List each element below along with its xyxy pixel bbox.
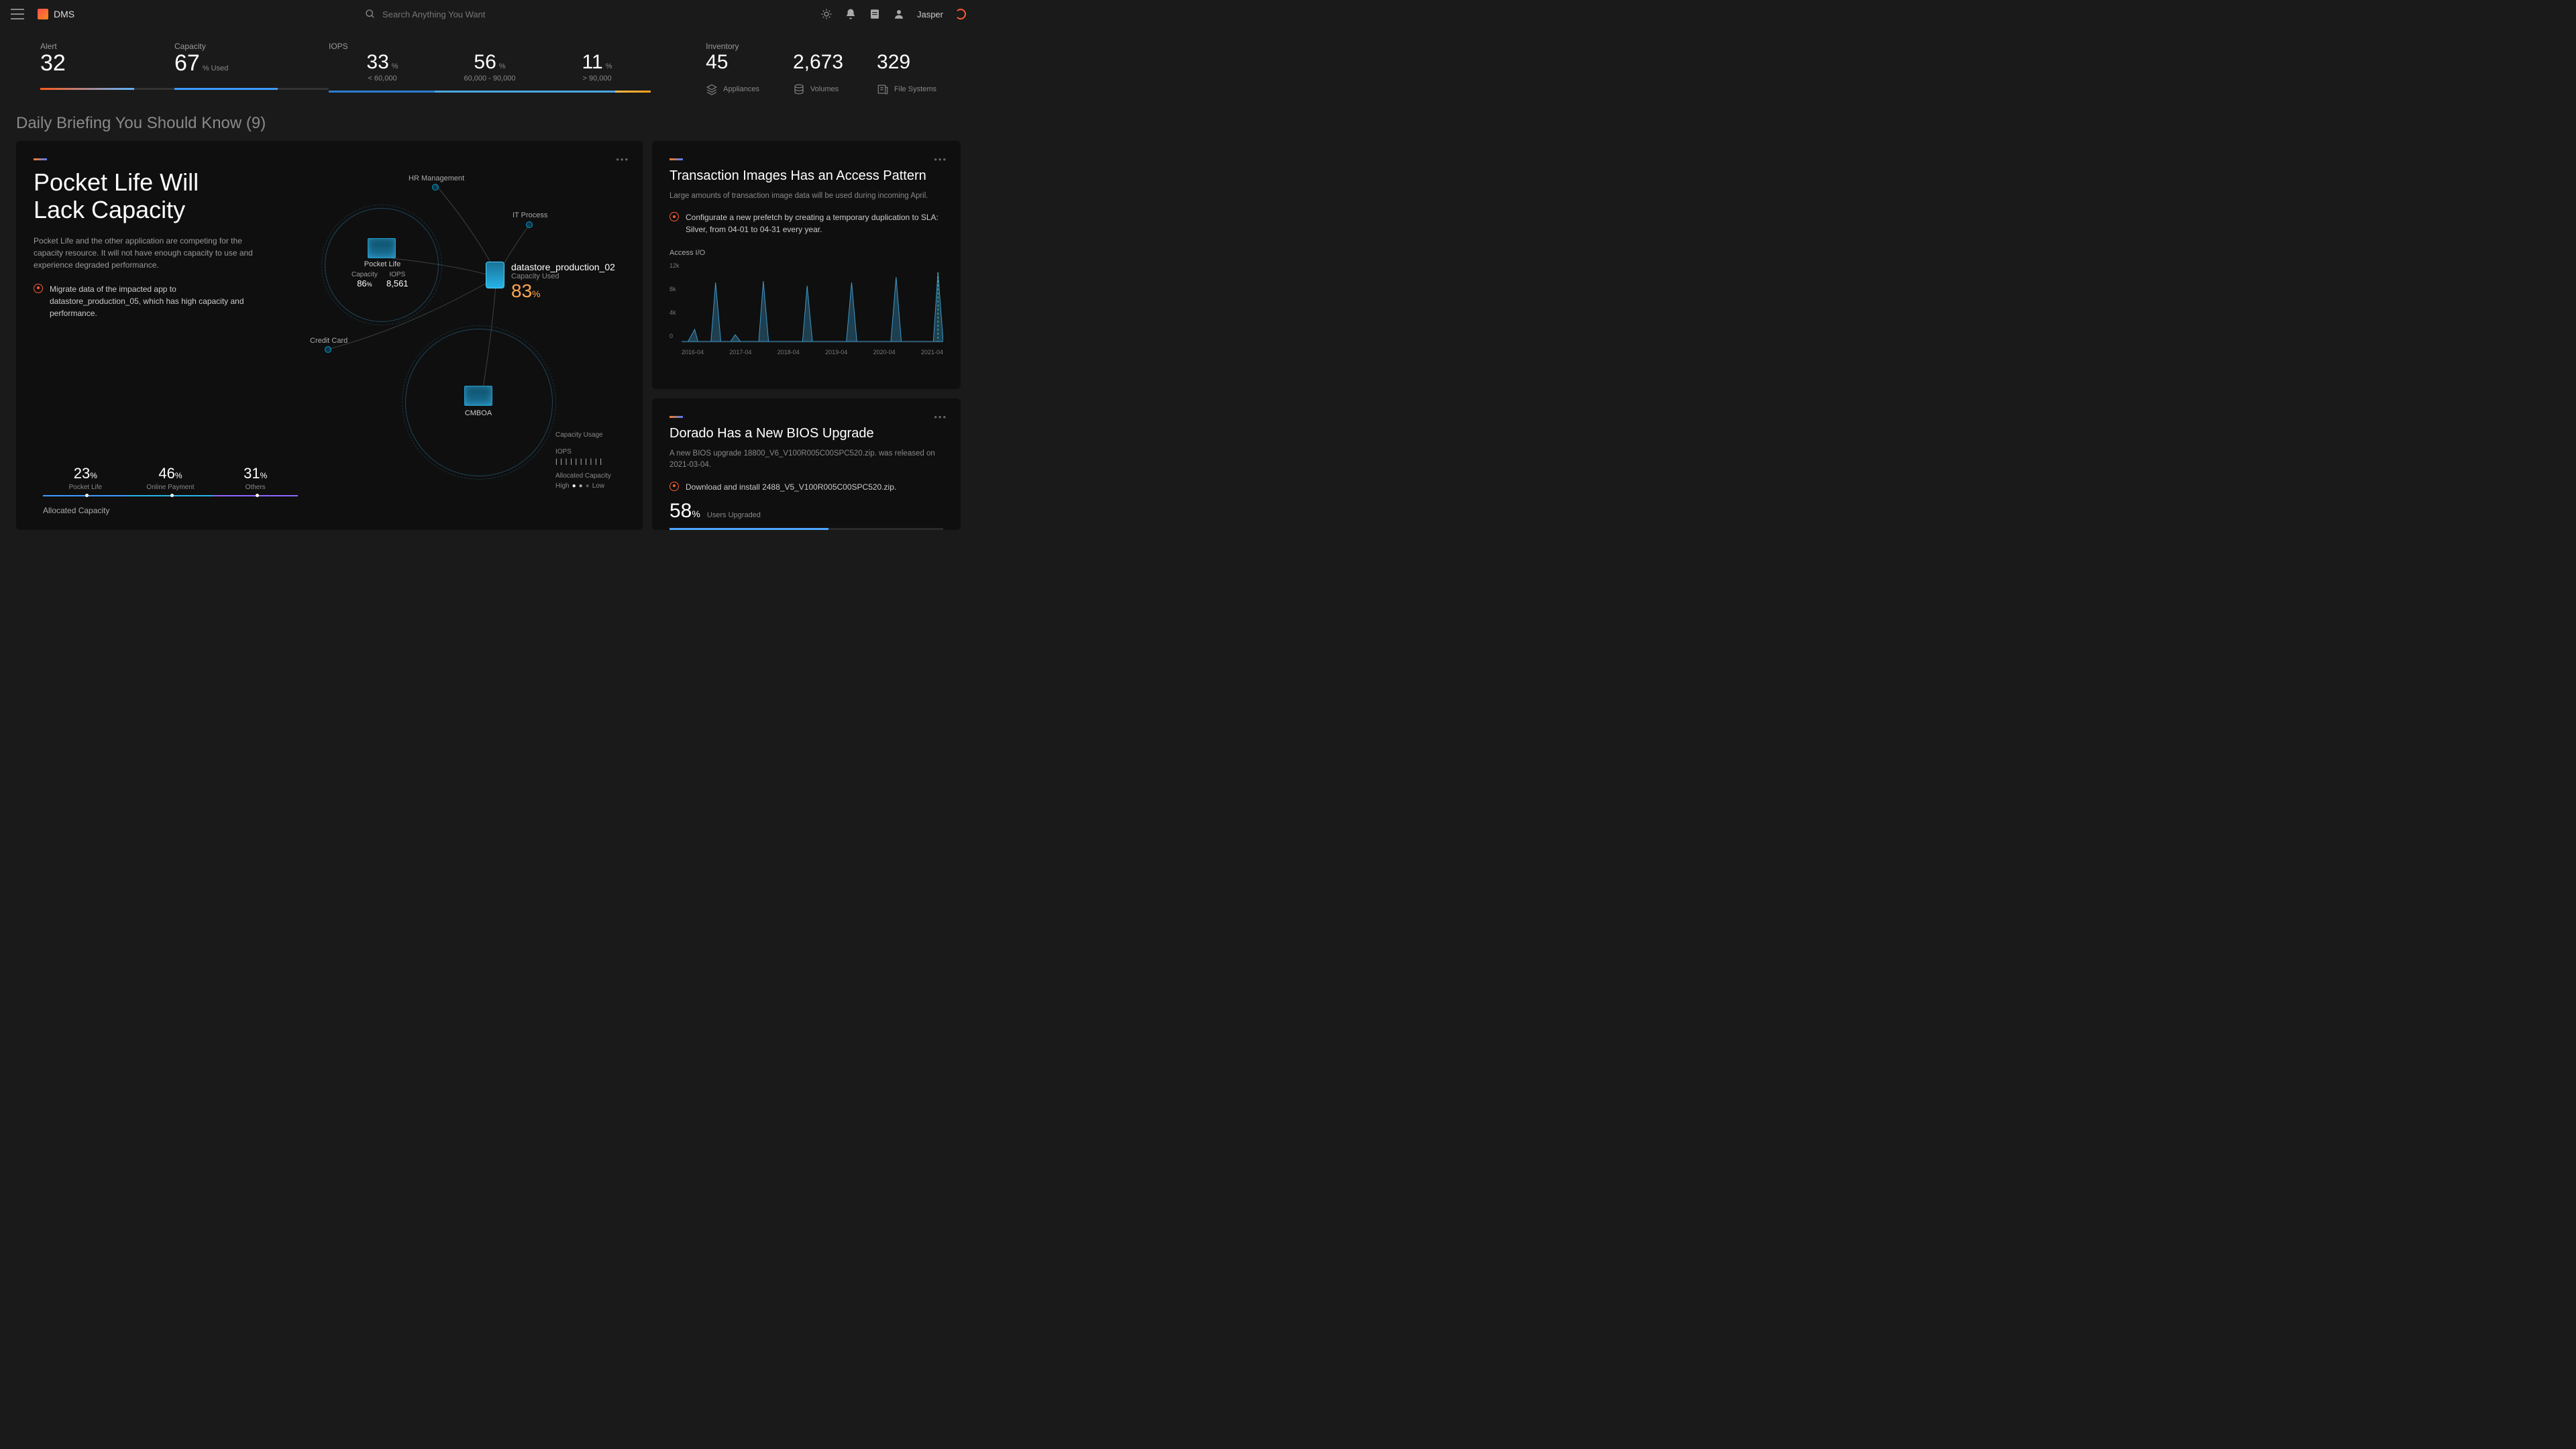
cmboa-storage-icon	[464, 386, 492, 406]
app-title: DMS	[54, 9, 74, 19]
alloc-title: Allocated Capacity	[43, 506, 109, 515]
kpi-capacity-bar	[174, 88, 329, 90]
inv-appliances[interactable]: Inventory 45 Appliances	[706, 42, 759, 95]
accent-bar	[669, 158, 683, 160]
card-menu-icon[interactable]: •••	[934, 412, 947, 422]
progress-bar	[669, 528, 943, 530]
recommend-icon	[34, 284, 43, 293]
inv-filesystems[interactable]: 329 File Systems	[877, 42, 936, 95]
inv-volumes[interactable]: 2,673 Volumes	[793, 42, 843, 95]
side2-desc: A new BIOS upgrade 18800_V6_V100R005C00S…	[669, 448, 943, 472]
refresh-icon[interactable]	[955, 9, 966, 19]
kpi-inventory: Inventory 45 Appliances 2,673 Volumes 32…	[706, 42, 936, 95]
accent-bar	[669, 416, 683, 418]
main-desc: Pocket Life and the other application ar…	[34, 235, 255, 271]
kpi-alert-bar	[40, 88, 174, 90]
logo-icon	[38, 9, 48, 19]
user-name[interactable]: Jasper	[917, 9, 943, 19]
node-pocket-name: Pocket Life	[362, 260, 402, 268]
node-cmboa-name: CMBOA	[464, 409, 492, 417]
kpi-capacity-suffix: % Used	[203, 64, 229, 72]
node-it-dot[interactable]	[526, 221, 533, 228]
volumes-icon	[793, 83, 805, 95]
kpi-capacity[interactable]: Capacity 67% Used	[174, 42, 329, 95]
chart-x-axis: 2016-04 2017-04 2018-04 2019-04 2020-04 …	[682, 349, 943, 356]
bell-icon[interactable]	[845, 8, 857, 20]
pocket-storage-icon	[368, 238, 396, 258]
access-chart: 12k 8k 4k 0 2016-04 2017-04 2018-04 2019…	[682, 262, 943, 363]
node-credit-dot[interactable]	[325, 346, 331, 353]
kpi-alert-label: Alert	[40, 42, 174, 51]
kpi-capacity-value: 67	[174, 50, 200, 76]
iops-col-2: 11% > 90,000	[543, 51, 651, 83]
alloc-1[interactable]: 46% Online Payment	[128, 465, 213, 496]
card-main: ••• Pocket Life Will Lack Capacity Pocke…	[16, 141, 643, 530]
search-wrap	[74, 9, 820, 19]
node-hr-label: HR Management	[409, 174, 464, 182]
section-title: Daily Briefing You Should Know (9)	[0, 102, 977, 141]
side1-desc: Large amounts of transaction image data …	[669, 191, 943, 202]
main-left: Pocket Life Will Lack Capacity Pocket Li…	[34, 158, 255, 319]
main-recommend: Migrate data of the impacted app to data…	[34, 283, 255, 319]
recommend-icon	[669, 212, 679, 221]
appliances-icon	[706, 83, 718, 95]
kpi-iops[interactable]: IOPS 33% < 60,000 56% 60,000 - 90,000 11…	[329, 42, 651, 95]
header-actions: Jasper	[820, 8, 966, 20]
menu-icon[interactable]	[11, 9, 24, 19]
side-column: ••• Transaction Images Has an Access Pat…	[652, 141, 961, 530]
header: DMS Jasper	[0, 0, 977, 28]
cards-row: ••• Pocket Life Will Lack Capacity Pocke…	[0, 141, 977, 530]
theme-icon[interactable]	[820, 8, 833, 20]
legend: Capacity Usage IOPS | | | | | | | | | | …	[555, 431, 623, 490]
search-input[interactable]	[382, 9, 530, 19]
card-menu-icon[interactable]: •••	[934, 154, 947, 164]
iops-col-0: 33% < 60,000	[329, 51, 436, 83]
progress-row: 58% Users Upgraded	[669, 500, 943, 523]
alloc-0[interactable]: 23% Pocket Life	[43, 465, 128, 496]
iops-col-1: 56% 60,000 - 90,000	[436, 51, 543, 83]
recommend-icon	[669, 482, 679, 491]
main-title: Pocket Life Will Lack Capacity	[34, 168, 255, 224]
network-diagram: HR Management IT Process Credit Card Poc…	[284, 154, 640, 449]
kpi-alert-value: 32	[40, 51, 174, 76]
accent-bar	[34, 158, 47, 160]
alloc-row: 23% Pocket Life 46% Online Payment 31% O…	[43, 465, 298, 496]
note-icon[interactable]	[869, 8, 881, 20]
search-icon	[365, 9, 376, 19]
iops-columns: 33% < 60,000 56% 60,000 - 90,000 11% > 9…	[329, 51, 651, 83]
side2-recommend: Download and install 2488_V5_V100R005C00…	[669, 481, 943, 493]
alloc-2[interactable]: 31% Others	[213, 465, 298, 496]
side2-title: Dorado Has a New BIOS Upgrade	[669, 426, 943, 441]
side1-recommend: Configurate a new prefetch by creating a…	[669, 211, 943, 235]
chart-svg	[682, 262, 943, 343]
filesystems-icon	[877, 83, 889, 95]
card-access-pattern: ••• Transaction Images Has an Access Pat…	[652, 141, 961, 389]
datastore-icon[interactable]	[486, 262, 504, 288]
kpi-iops-label: IOPS	[329, 42, 651, 51]
card-bios-upgrade: ••• Dorado Has a New BIOS Upgrade A new …	[652, 398, 961, 530]
node-hr-dot[interactable]	[432, 184, 439, 191]
kpi-row: Alert 32 Capacity 67% Used IOPS 33% < 60…	[0, 28, 977, 102]
user-icon[interactable]	[893, 8, 905, 20]
iops-bar	[329, 91, 651, 93]
node-it-label: IT Process	[513, 211, 547, 219]
chart-label: Access I/O	[669, 249, 943, 257]
node-credit-label: Credit Card	[310, 337, 347, 345]
side1-title: Transaction Images Has an Access Pattern	[669, 168, 943, 184]
kpi-alert[interactable]: Alert 32	[40, 42, 174, 95]
datastore-info: datastore_production_02 Capacity Used 83…	[511, 262, 615, 302]
kpi-capacity-label: Capacity	[174, 42, 329, 51]
